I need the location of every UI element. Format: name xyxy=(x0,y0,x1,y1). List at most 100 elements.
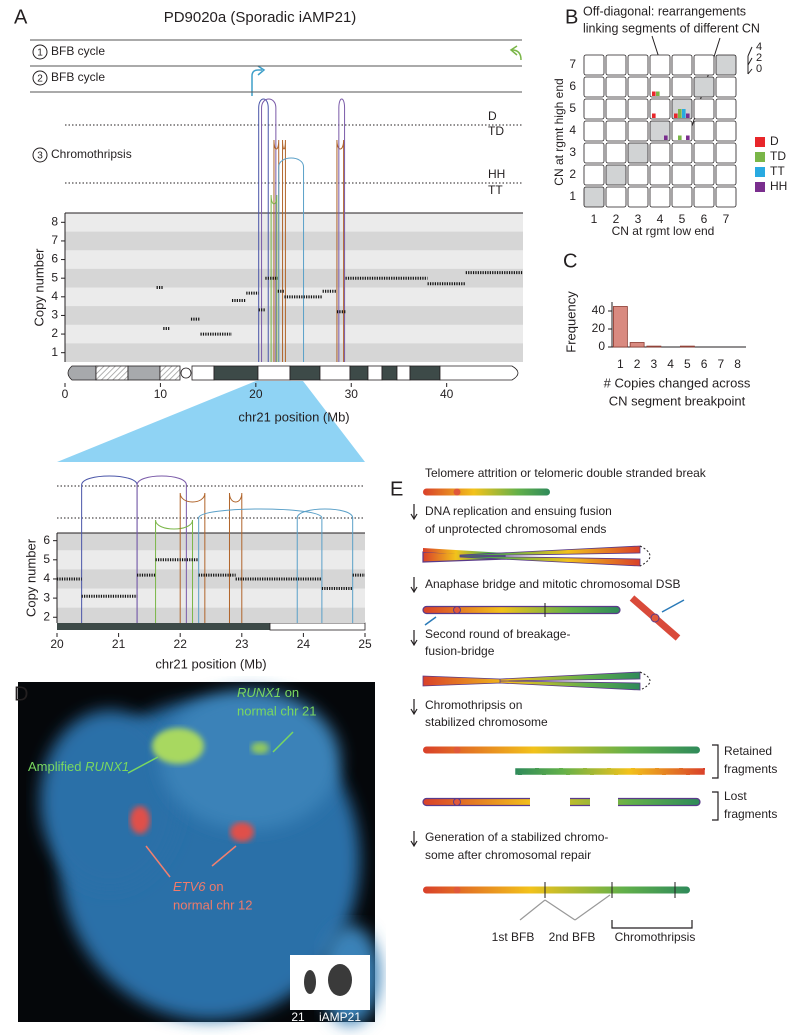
panel-label: D xyxy=(14,683,28,705)
grid-cell xyxy=(627,120,649,142)
x-axis-label: chr21 position (Mb) xyxy=(155,656,266,671)
y-tick-label: 3 xyxy=(43,590,50,604)
ideogram xyxy=(67,365,519,381)
y-tick-label: 20 xyxy=(592,321,606,335)
x-tick-label: 30 xyxy=(345,387,359,401)
grid-cell xyxy=(649,164,671,186)
x-tick-label: 4 xyxy=(667,357,674,371)
step-text: Generation of a stabilized chromo- xyxy=(425,830,608,844)
grid-cell xyxy=(627,76,649,98)
x-tick-label: 1 xyxy=(591,212,598,226)
runx1-label-line2: normal chr 21 xyxy=(237,703,316,718)
panel-label: C xyxy=(563,250,577,272)
grid-cell xyxy=(605,120,627,142)
y-tick-label: 7 xyxy=(569,57,576,71)
x-tick-label: 2 xyxy=(634,357,641,371)
runx1-label: RUNX1 on xyxy=(237,685,299,700)
y-axis-label: CN at rgmt high end xyxy=(552,78,566,185)
step-text: Anaphase bridge and mitotic chromosomal … xyxy=(425,577,680,591)
scale-tick xyxy=(747,57,753,66)
x-axis-label: # Copies changed across xyxy=(604,375,751,390)
cell-bar xyxy=(678,109,682,118)
legend-label: HH xyxy=(770,179,787,193)
step-text: Second round of breakage- xyxy=(425,627,570,641)
chromosome xyxy=(422,671,641,691)
bfb-arrow xyxy=(509,45,518,56)
cell-bar xyxy=(652,113,656,118)
grid-cell xyxy=(627,186,649,208)
y-tick-label: 3 xyxy=(569,145,576,159)
legend-label: TT xyxy=(770,164,785,178)
x-tick-label: 21 xyxy=(112,637,126,651)
grid-cell xyxy=(671,54,693,76)
grid-cell xyxy=(715,186,737,208)
centromere xyxy=(453,798,461,806)
scale-tick xyxy=(747,68,753,75)
grid-cell xyxy=(715,120,737,142)
grid-cell xyxy=(605,76,627,98)
cell-bar xyxy=(652,91,656,96)
track-label: BFB cycle xyxy=(51,70,105,84)
y-tick-label: 3 xyxy=(51,308,58,322)
step-text: some after chromosomal repair xyxy=(425,848,591,862)
bfb-arrow xyxy=(251,69,262,96)
x-tick-label: 5 xyxy=(684,357,691,371)
step-text: stabilized chromosome xyxy=(425,715,548,729)
y-tick-label: 2 xyxy=(51,326,58,340)
track-number-circle xyxy=(32,70,48,86)
panel-label: A xyxy=(14,6,28,28)
grid-cell xyxy=(649,142,671,164)
step-text: of unprotected chromosomal ends xyxy=(425,522,606,536)
runx1-label-part: on xyxy=(285,685,299,700)
marker-label: 2nd BFB xyxy=(549,930,596,944)
rearrangement-arc xyxy=(155,519,194,623)
etv6-label-part: on xyxy=(209,879,223,894)
grid-cell xyxy=(693,98,715,120)
flow-arrows xyxy=(410,504,719,929)
panel-label: E xyxy=(390,478,403,500)
legend-swatch xyxy=(755,167,765,177)
x-tick-label: 5 xyxy=(679,212,686,226)
y-axis-label: Frequency xyxy=(563,291,578,353)
legend-swatch xyxy=(755,137,765,147)
centromere xyxy=(453,886,461,894)
grid-cell xyxy=(583,98,605,120)
y-tick-label: 1 xyxy=(569,189,576,203)
rearrangement-arc xyxy=(296,508,354,623)
band xyxy=(65,231,523,251)
bar xyxy=(646,345,662,348)
y-tick-label: 4 xyxy=(51,289,58,303)
grid-cell xyxy=(627,164,649,186)
y-tick-label: 6 xyxy=(43,533,50,547)
x-tick-label: 6 xyxy=(701,357,708,371)
zoom-wedge xyxy=(57,381,365,462)
chromosome xyxy=(422,605,621,615)
grid-cell xyxy=(715,164,737,186)
orientation-label: D xyxy=(488,109,497,123)
panel-subtitle: Off-diagonal: rearrangements xyxy=(583,4,746,18)
scale-tick-label: 0 xyxy=(756,63,762,75)
fragments xyxy=(514,767,706,776)
fusion-loop xyxy=(639,671,651,691)
marker-label: 1st BFB xyxy=(492,930,535,944)
y-axis-label: Copy number xyxy=(31,248,46,327)
grid-cell xyxy=(583,186,605,208)
grid-cell xyxy=(627,54,649,76)
x-tick-label: 3 xyxy=(635,212,642,226)
rearrangement-arc xyxy=(198,508,323,623)
grid-cell xyxy=(605,186,627,208)
amplified-label-part: Amplified xyxy=(28,759,81,774)
rearrangement-arc xyxy=(338,98,346,362)
band xyxy=(65,306,523,325)
grid-cell xyxy=(605,98,627,120)
centromere xyxy=(453,746,461,754)
y-tick-label: 7 xyxy=(51,233,58,247)
bar xyxy=(629,342,645,348)
x-tick-label: 2 xyxy=(613,212,620,226)
x-tick-label: 6 xyxy=(701,212,708,226)
x-tick-label: 3 xyxy=(651,357,658,371)
grid-cell xyxy=(583,120,605,142)
fragment-label: Lost xyxy=(724,789,747,803)
panel-subtitle: linking segments of different CN xyxy=(583,21,760,35)
